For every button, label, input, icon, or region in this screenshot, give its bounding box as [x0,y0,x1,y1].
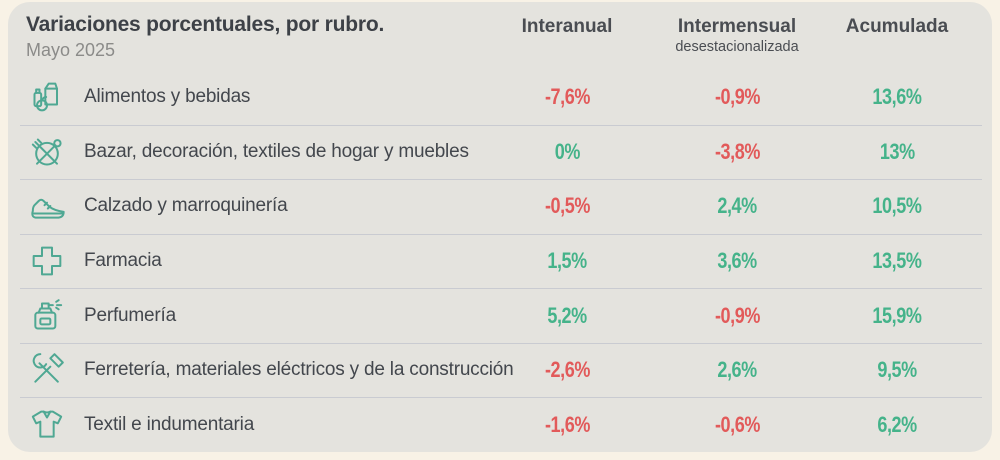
table-header: Variaciones porcentuales, por rubro. May… [8,2,992,70]
tools-icon [26,349,68,391]
header-title-block: Variaciones porcentuales, por rubro. May… [26,13,492,61]
value-acumulada: 13% [879,138,915,164]
column-header-intermensual: Intermensual desestacionalizada [642,13,832,56]
category-label: Bazar, decoración, textiles de hogar y m… [84,140,469,162]
value-interanual: -7,6% [544,84,590,110]
table-row-alimentos: Alimentos y bebidas -7,6% -0,9% 13,6% [8,70,992,125]
table-row-perfumeria: Perfumería 5,2% -0,9% 15,9% [8,288,992,343]
value-interanual: -2,6% [544,357,590,383]
category-label: Ferretería, materiales eléctricos y de l… [84,359,514,381]
category-label: Farmacia [84,250,162,272]
table-row-farmacia: Farmacia 1,5% 3,6% 13,5% [8,233,992,289]
category-label: Calzado y marroquinería [84,195,288,217]
tshirt-icon [26,404,68,446]
value-interanual: -1,6% [544,411,590,437]
column-subheader-desestacionalizada: desestacionalizada [675,38,799,55]
value-acumulada: 13,6% [872,84,922,110]
value-intermensual: 3,6% [717,248,757,274]
category-label: Alimentos y bebidas [84,86,251,108]
groceries-icon [26,76,68,118]
table-row-ferreteria: Ferretería, materiales eléctricos y de l… [8,342,992,398]
variation-table-panel: Variaciones porcentuales, por rubro. May… [8,2,992,452]
table-row-bazar: Bazar, decoración, textiles de hogar y m… [8,124,992,180]
column-header-acumulada: Acumulada [845,16,949,37]
shoe-icon [26,185,68,227]
tableware-icon [26,131,68,173]
value-acumulada: 9,5% [877,357,917,383]
perfume-icon [26,295,68,337]
page-title: Variaciones porcentuales, por rubro. [26,13,385,36]
category-label: Textil e indumentaria [84,413,255,435]
value-interanual: 0% [554,138,580,164]
page-subtitle: Mayo 2025 [26,40,116,61]
value-acumulada: 10,5% [872,193,922,219]
value-interanual: 5,2% [547,302,587,328]
value-intermensual: -0,9% [714,302,760,328]
value-intermensual: -3,8% [714,138,760,164]
value-intermensual: 2,4% [717,193,757,219]
table-row-calzado: Calzado y marroquinería -0,5% 2,4% 10,5% [8,179,992,234]
value-acumulada: 15,9% [872,302,922,328]
value-interanual: 1,5% [547,248,587,274]
value-intermensual: -0,6% [714,411,760,437]
column-header-interanual: Interanual [521,16,613,37]
value-acumulada: 6,2% [877,411,917,437]
value-interanual: -0,5% [544,193,590,219]
table-row-textil: Textil e indumentaria -1,6% -0,6% 6,2% [8,397,992,452]
pharmacy-cross-icon [26,240,68,282]
value-acumulada: 13,5% [872,248,922,274]
category-label: Perfumería [84,304,176,326]
value-intermensual: 2,6% [717,357,757,383]
table-body: Alimentos y bebidas -7,6% -0,9% 13,6% [8,70,992,452]
value-intermensual: -0,9% [714,84,760,110]
